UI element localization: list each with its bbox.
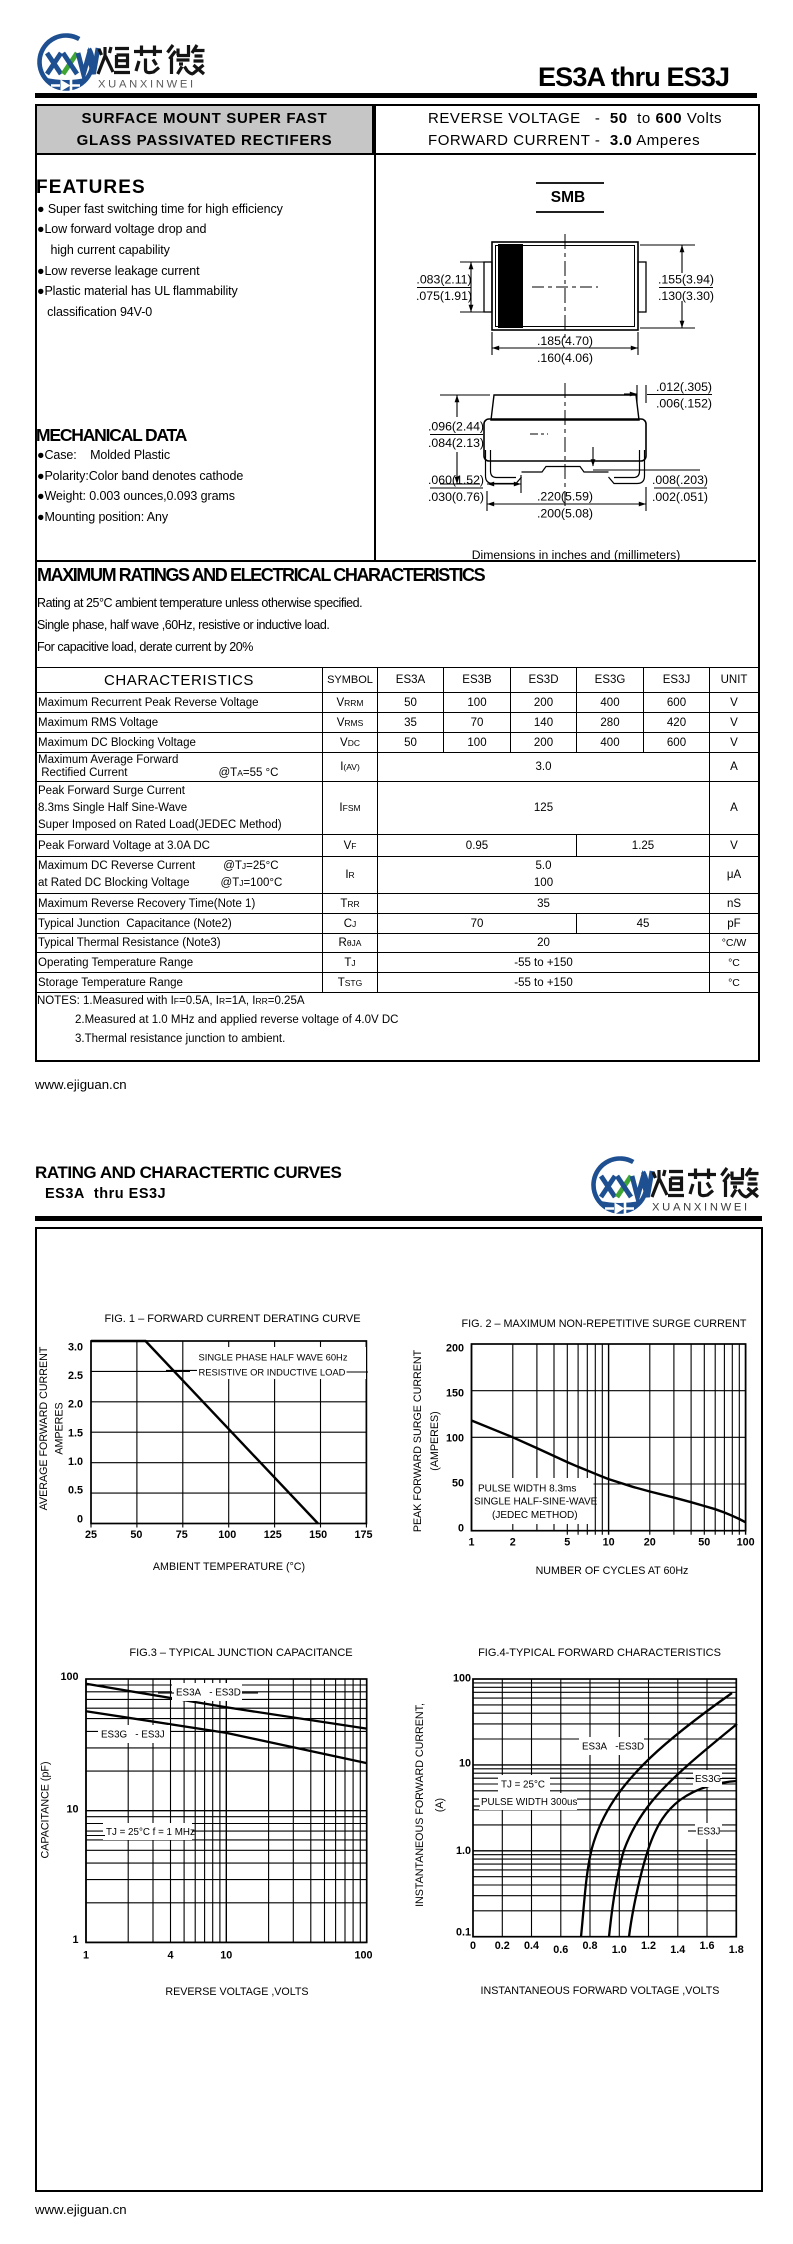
svg-text:125: 125 <box>264 1529 282 1541</box>
svg-text:10: 10 <box>66 1803 78 1815</box>
svg-text:10: 10 <box>603 1537 615 1549</box>
svg-text:.185(4.70): .185(4.70) <box>537 334 593 348</box>
svg-text:.030(0.76): .030(0.76) <box>428 490 484 504</box>
svg-text:SINGLE HALF-SINE-WAVE: SINGLE HALF-SINE-WAVE <box>474 1497 598 1508</box>
svg-text:.220(5.59): .220(5.59) <box>537 490 593 504</box>
svg-text:AMBIENT TEMPERATURE (°C): AMBIENT TEMPERATURE (°C) <box>153 1561 305 1573</box>
svg-text:100: 100 <box>453 1673 471 1685</box>
svg-text:0.4: 0.4 <box>524 1940 539 1952</box>
svg-text:2.0: 2.0 <box>68 1399 83 1411</box>
svg-text:0.2: 0.2 <box>495 1940 510 1952</box>
svg-text:TJ = 25°C: TJ = 25°C <box>501 1780 545 1791</box>
svg-text:25: 25 <box>85 1529 97 1541</box>
svg-text:20: 20 <box>644 1537 656 1549</box>
svg-text:FIG.4-TYPICAL FORWARD CHARACTE: FIG.4-TYPICAL FORWARD CHARACTERISTICS <box>478 1647 721 1659</box>
svg-text:175: 175 <box>354 1529 372 1541</box>
svg-text:NUMBER OF CYCLES AT 60Hz: NUMBER OF CYCLES AT 60Hz <box>536 1565 689 1577</box>
svg-text:.008(.203): .008(.203) <box>652 473 708 487</box>
svg-text:ES3G: ES3G <box>695 1774 721 1785</box>
svg-text:0.5: 0.5 <box>68 1485 83 1497</box>
svg-text:50: 50 <box>452 1478 464 1490</box>
svg-text:(AMPERES): (AMPERES) <box>429 1411 441 1470</box>
svg-text:AMPERES: AMPERES <box>54 1402 66 1454</box>
svg-text:ES3A -ES3D: ES3A -ES3D <box>582 1742 644 1753</box>
svg-text:10: 10 <box>459 1758 471 1770</box>
svg-text:10: 10 <box>220 1950 232 1962</box>
svg-text:FIG. 2 – MAXIMUM NON-REPETITIV: FIG. 2 – MAXIMUM NON-REPETITIVE SURGE CU… <box>462 1318 747 1330</box>
svg-text:.006(.152): .006(.152) <box>656 397 712 411</box>
svg-text:50: 50 <box>130 1529 142 1541</box>
svg-text:PEAK FORWARD SURGE CURRENT: PEAK FORWARD SURGE CURRENT <box>412 1349 424 1532</box>
svg-text:0.1: 0.1 <box>456 1926 471 1938</box>
svg-text:.096(2.44): .096(2.44) <box>428 420 484 434</box>
svg-text:4: 4 <box>167 1950 173 1962</box>
svg-text:Dimensions in inches and (mill: Dimensions in inches and (millimeters) <box>472 548 681 562</box>
svg-text:PULSE WIDTH 8.3ms: PULSE WIDTH 8.3ms <box>478 1484 576 1495</box>
svg-text:INSTANTANEOUS FORWARD VOLTAGE: INSTANTANEOUS FORWARD VOLTAGE ,VOLTS <box>481 1985 720 1997</box>
svg-text:0: 0 <box>77 1513 83 1525</box>
svg-text:1: 1 <box>468 1537 474 1549</box>
svg-text:3.0: 3.0 <box>68 1341 83 1353</box>
svg-text:XUANXINWEI: XUANXINWEI <box>652 1202 750 1214</box>
svg-text:PULSE WIDTH 300us: PULSE WIDTH 300us <box>481 1797 577 1808</box>
svg-text:100: 100 <box>218 1529 236 1541</box>
svg-text:AVERAGE FORWARD CURRENT: AVERAGE FORWARD CURRENT <box>38 1346 50 1510</box>
svg-text:75: 75 <box>176 1529 188 1541</box>
svg-text:2: 2 <box>510 1537 516 1549</box>
svg-text:100: 100 <box>446 1433 464 1445</box>
svg-text:100: 100 <box>60 1671 78 1683</box>
svg-text:.002(.051): .002(.051) <box>652 490 708 504</box>
svg-text:FIG. 1 – FORWARD CURRENT DERAT: FIG. 1 – FORWARD CURRENT DERATING CURVE <box>104 1313 360 1325</box>
svg-text:.083(2.11): .083(2.11) <box>416 273 471 287</box>
svg-text:.075(1.91): .075(1.91) <box>416 289 472 303</box>
svg-text:100: 100 <box>737 1537 755 1549</box>
svg-text:ES3G - ES3J: ES3G - ES3J <box>101 1730 165 1741</box>
svg-text:1: 1 <box>83 1950 89 1962</box>
svg-text:1.0: 1.0 <box>68 1456 83 1468</box>
svg-text:.160(4.06): .160(4.06) <box>537 351 593 365</box>
svg-text:2.5: 2.5 <box>68 1370 83 1382</box>
svg-text:1.4: 1.4 <box>670 1944 685 1956</box>
svg-text:100: 100 <box>354 1950 372 1962</box>
svg-text:0: 0 <box>470 1940 476 1952</box>
svg-text:INSTANTANEOUS FORWARD CURRENT,: INSTANTANEOUS FORWARD CURRENT, <box>414 1703 426 1907</box>
svg-text:SMB: SMB <box>551 189 585 206</box>
svg-text:0.6: 0.6 <box>553 1944 568 1956</box>
svg-text:0.8: 0.8 <box>582 1940 597 1952</box>
svg-text:150: 150 <box>309 1529 327 1541</box>
svg-text:1.0: 1.0 <box>612 1944 627 1956</box>
svg-text:SINGLE PHASE HALF WAVE 60Hz: SINGLE PHASE HALF WAVE 60Hz <box>199 1351 348 1362</box>
svg-text:TJ = 25°C f = 1 MHz: TJ = 25°C f = 1 MHz <box>106 1827 195 1838</box>
svg-text:.060(1.52): .060(1.52) <box>428 473 484 487</box>
svg-text:XUANXINWEI: XUANXINWEI <box>98 79 196 91</box>
svg-text:RESISTIVE OR INDUCTIVE LOAD: RESISTIVE OR INDUCTIVE LOAD <box>199 1367 346 1378</box>
svg-text:ES3A - ES3D: ES3A - ES3D <box>176 1688 241 1699</box>
svg-text:.155(3.94): .155(3.94) <box>658 273 714 287</box>
svg-text:ES3J: ES3J <box>697 1827 721 1838</box>
svg-text:CAPACITANCE (pF): CAPACITANCE (pF) <box>40 1762 52 1859</box>
svg-text:FIG.3 – TYPICAL JUNCTION CAPAC: FIG.3 – TYPICAL JUNCTION CAPACITANCE <box>129 1647 352 1659</box>
svg-text:(A): (A) <box>434 1798 446 1812</box>
svg-text:.200(5.08): .200(5.08) <box>537 507 593 521</box>
svg-text:50: 50 <box>698 1537 710 1549</box>
svg-text:1.2: 1.2 <box>641 1940 656 1952</box>
svg-text:1.5: 1.5 <box>68 1427 83 1439</box>
svg-text:150: 150 <box>446 1388 464 1400</box>
svg-text:(JEDEC METHOD): (JEDEC METHOD) <box>492 1510 578 1521</box>
svg-text:.012(.305): .012(.305) <box>656 380 712 394</box>
svg-text:200: 200 <box>446 1343 464 1355</box>
svg-text:1.6: 1.6 <box>699 1940 714 1952</box>
svg-text:1: 1 <box>72 1934 78 1946</box>
svg-text:5: 5 <box>564 1537 570 1549</box>
svg-text:.130(3.30): .130(3.30) <box>658 289 714 303</box>
svg-text:.084(2.13): .084(2.13) <box>428 436 484 450</box>
svg-text:0: 0 <box>458 1523 464 1535</box>
svg-text:1.0: 1.0 <box>456 1845 471 1857</box>
svg-text:1.8: 1.8 <box>729 1944 744 1956</box>
svg-text:REVERSE VOLTAGE ,VOLTS: REVERSE VOLTAGE ,VOLTS <box>165 1986 308 1998</box>
